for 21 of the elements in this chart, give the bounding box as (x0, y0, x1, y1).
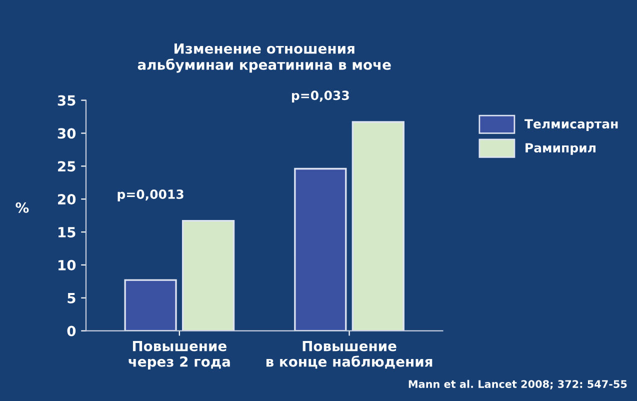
y-tick-label: 25 (58, 161, 76, 172)
bar (182, 220, 235, 331)
y-tick-label: 35 (58, 95, 76, 106)
bar (294, 168, 347, 331)
y-tick-label: 30 (58, 128, 76, 139)
bar (352, 121, 404, 331)
legend-label: Телмисартан (524, 119, 618, 131)
y-tick-label: 10 (58, 260, 76, 270)
y-axis-title: % (16, 202, 29, 213)
x-tick-label: Повышение в конце наблюдения (266, 340, 432, 369)
annotation: p=0,033 (292, 90, 349, 103)
chart-title: Изменение отношения альбуминаи креатинина в моче (138, 43, 391, 73)
y-tick-label: 0 (67, 326, 76, 336)
annotation: p=0,0013 (118, 189, 184, 202)
y-tick-label: 15 (58, 227, 76, 238)
y-tick-label: 20 (58, 194, 76, 205)
y-tick-label: 5 (68, 293, 76, 304)
x-tick-label: Повышение через 2 года (128, 340, 230, 370)
bar (124, 279, 177, 331)
legend-label: Рамиприл (526, 143, 596, 155)
text: Mann et al. Lancet 2008; 372: 547-55 (408, 380, 627, 390)
